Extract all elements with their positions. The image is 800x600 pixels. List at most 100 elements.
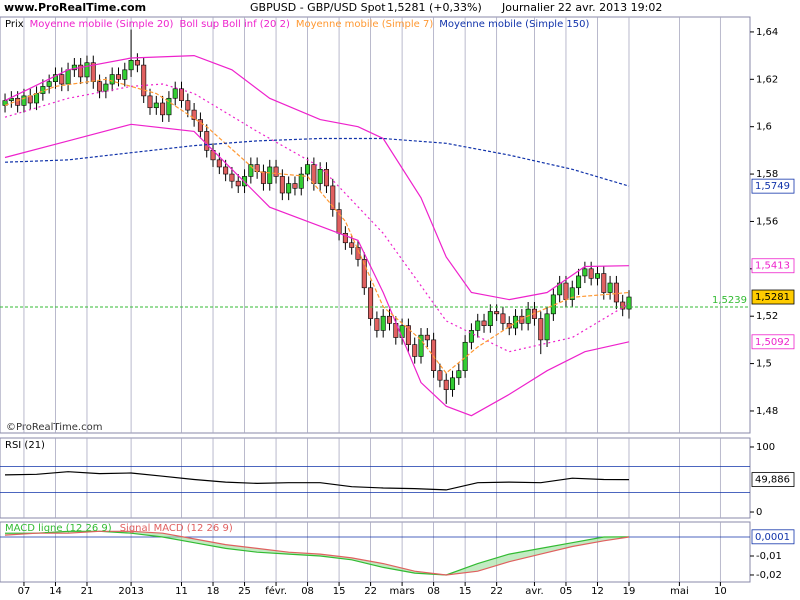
legend-entry: Prix — [5, 19, 24, 30]
candle-body — [235, 180, 241, 187]
y-tick-label: 1,62 — [756, 74, 778, 85]
indicator-line — [5, 530, 630, 576]
panel-title: RSI (21) — [5, 440, 45, 451]
candle-body — [613, 282, 619, 303]
moving-average — [4, 137, 630, 187]
candle-body — [298, 173, 304, 189]
x-tick-label: 08 — [301, 586, 314, 597]
x-tick-label: 19 — [623, 586, 636, 597]
candle-body — [185, 100, 191, 111]
candle-body — [494, 311, 500, 315]
candle-body — [462, 341, 468, 371]
candle-body — [368, 287, 374, 319]
candle-body — [147, 95, 153, 109]
x-tick-label: 08 — [427, 586, 440, 597]
panel-frame — [0, 16, 751, 434]
candle-body — [349, 242, 355, 248]
candle-body — [122, 69, 128, 80]
x-tick-label: mai — [670, 586, 689, 597]
candle-body — [248, 164, 254, 177]
bollinger-lower — [4, 123, 630, 417]
last-value-box — [751, 529, 795, 545]
quote: 1,5281 (+0,33%) — [387, 1, 482, 14]
price-line-label: 1,5239 — [712, 295, 747, 306]
y-tick-label: 1,48 — [756, 406, 778, 417]
y-tick-label: 100 — [756, 442, 775, 453]
candle-body — [487, 311, 493, 326]
candle-body — [500, 313, 506, 324]
candle-body — [607, 282, 613, 293]
candle-body — [311, 164, 317, 184]
x-tick-label: 11 — [175, 586, 188, 597]
candle-body — [160, 102, 166, 116]
candle-body — [8, 97, 14, 101]
last-value-label: 49,886 — [755, 475, 790, 486]
x-tick-label: 05 — [560, 586, 573, 597]
x-tick-label: 15 — [459, 586, 472, 597]
candle-body — [166, 97, 172, 116]
candle-body — [229, 173, 235, 182]
panel-frame — [0, 521, 751, 583]
last-value-box — [751, 472, 795, 487]
x-tick-label: 15 — [333, 586, 346, 597]
legend-entry: Moyenne mobile (Simple 20) — [30, 19, 174, 30]
candle-body — [115, 74, 121, 80]
candle-body — [46, 81, 52, 87]
candle-body — [386, 315, 392, 324]
candle-body — [544, 313, 550, 341]
y-tick-label: 0 — [756, 507, 762, 518]
x-tick-label: 21 — [81, 586, 94, 597]
candle-body — [52, 74, 58, 82]
candle-body — [65, 69, 71, 85]
candle-body — [223, 166, 229, 175]
bollinger-upper — [4, 54, 630, 301]
candle-body — [481, 320, 487, 326]
x-tick-label: avr. — [525, 586, 543, 597]
candle-body — [418, 334, 424, 357]
candle-body — [179, 88, 185, 101]
last-value-box — [751, 178, 795, 194]
x-tick-label: 22 — [364, 586, 377, 597]
x-tick-label: 22 — [490, 586, 503, 597]
moving-average — [4, 78, 630, 374]
legend-entry: Boll sup Boll inf (20 2) — [179, 19, 289, 30]
candle-body — [443, 379, 449, 390]
y-tick-label: 1,5 — [756, 359, 772, 370]
candle-body — [141, 64, 147, 97]
y-tick-label: -0,01 — [756, 551, 782, 562]
x-tick-label: 18 — [207, 586, 220, 597]
y-tick-label: -0,02 — [756, 570, 782, 581]
y-tick-label: 1,6 — [756, 122, 772, 133]
candle-body — [305, 164, 311, 175]
candle-body — [475, 320, 481, 331]
candle-body — [317, 169, 323, 184]
candle-body — [576, 275, 582, 289]
candle-body — [286, 183, 292, 194]
candle-body — [59, 74, 65, 85]
candle-body — [519, 315, 525, 324]
last-value-box — [751, 289, 795, 305]
candle-body — [97, 81, 103, 92]
moving-average — [4, 83, 630, 353]
candle-body — [405, 325, 411, 345]
candle-body — [424, 334, 430, 341]
x-tick-label: 2013 — [118, 586, 143, 597]
y-tick-label: 1,56 — [756, 216, 778, 227]
x-tick-label: 12 — [591, 586, 604, 597]
last-value-box — [751, 258, 795, 274]
candle-body — [204, 131, 210, 151]
legend-entry: Moyenne mobile (Simple 7) — [296, 19, 434, 30]
candle-body — [323, 169, 329, 187]
x-tick-label: 25 — [238, 586, 251, 597]
last-value-label: 1,5749 — [755, 181, 790, 192]
candle-body — [78, 64, 84, 78]
y-tick-label: 1,52 — [756, 311, 778, 322]
candle-body — [216, 159, 222, 168]
y-tick-label: 1,58 — [756, 169, 778, 180]
candle-body — [279, 176, 285, 194]
candle-body — [342, 232, 348, 244]
candle-body — [134, 60, 140, 66]
last-value-label: 1,5281 — [755, 292, 790, 303]
